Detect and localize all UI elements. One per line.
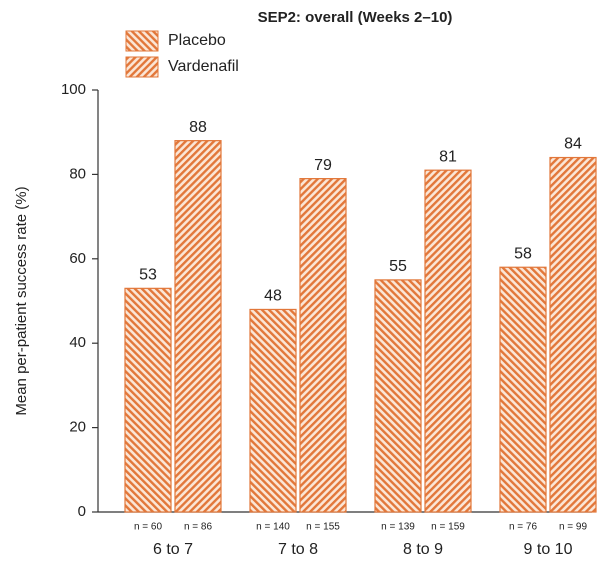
x-tick-label: 9 to 10 [524, 541, 573, 558]
n-label: n = 139 [381, 522, 415, 533]
y-tick-label: 100 [61, 81, 86, 98]
bar [299, 178, 347, 513]
legend-swatch [125, 30, 159, 52]
n-label: n = 86 [184, 522, 213, 533]
legend-label: Placebo [168, 32, 226, 49]
y-tick-label: 60 [69, 250, 86, 267]
y-axis-label: Mean per-patient success rate (%) [13, 186, 30, 415]
n-label: n = 159 [431, 522, 465, 533]
value-label: 81 [439, 148, 457, 165]
y-tick-label: 20 [69, 419, 86, 436]
value-label: 84 [564, 136, 582, 153]
n-label: n = 99 [559, 522, 588, 533]
chart-title: SEP2: overall (Weeks 2–10) [258, 9, 453, 26]
x-tick-label: 8 to 9 [403, 541, 443, 558]
bar [549, 156, 597, 513]
n-label: n = 155 [306, 522, 340, 533]
legend-swatch [125, 56, 159, 78]
n-label: n = 60 [134, 522, 163, 533]
n-label: n = 76 [509, 522, 538, 533]
bar [374, 279, 422, 513]
bar [249, 308, 297, 513]
y-tick-label: 0 [78, 503, 86, 520]
value-label: 48 [264, 288, 282, 305]
bar [124, 287, 172, 513]
bar [499, 266, 547, 513]
bar [174, 140, 222, 513]
x-tick-label: 7 to 8 [278, 541, 318, 558]
value-label: 58 [514, 245, 532, 262]
x-tick-label: 6 to 7 [153, 541, 193, 558]
value-label: 88 [189, 119, 207, 136]
n-label: n = 140 [256, 522, 290, 533]
bar [424, 169, 472, 513]
value-label: 53 [139, 267, 157, 284]
value-label: 79 [314, 157, 332, 174]
value-label: 55 [389, 258, 407, 275]
y-tick-label: 80 [69, 165, 86, 182]
y-tick-label: 40 [69, 334, 86, 351]
legend-label: Vardenafil [168, 58, 239, 75]
